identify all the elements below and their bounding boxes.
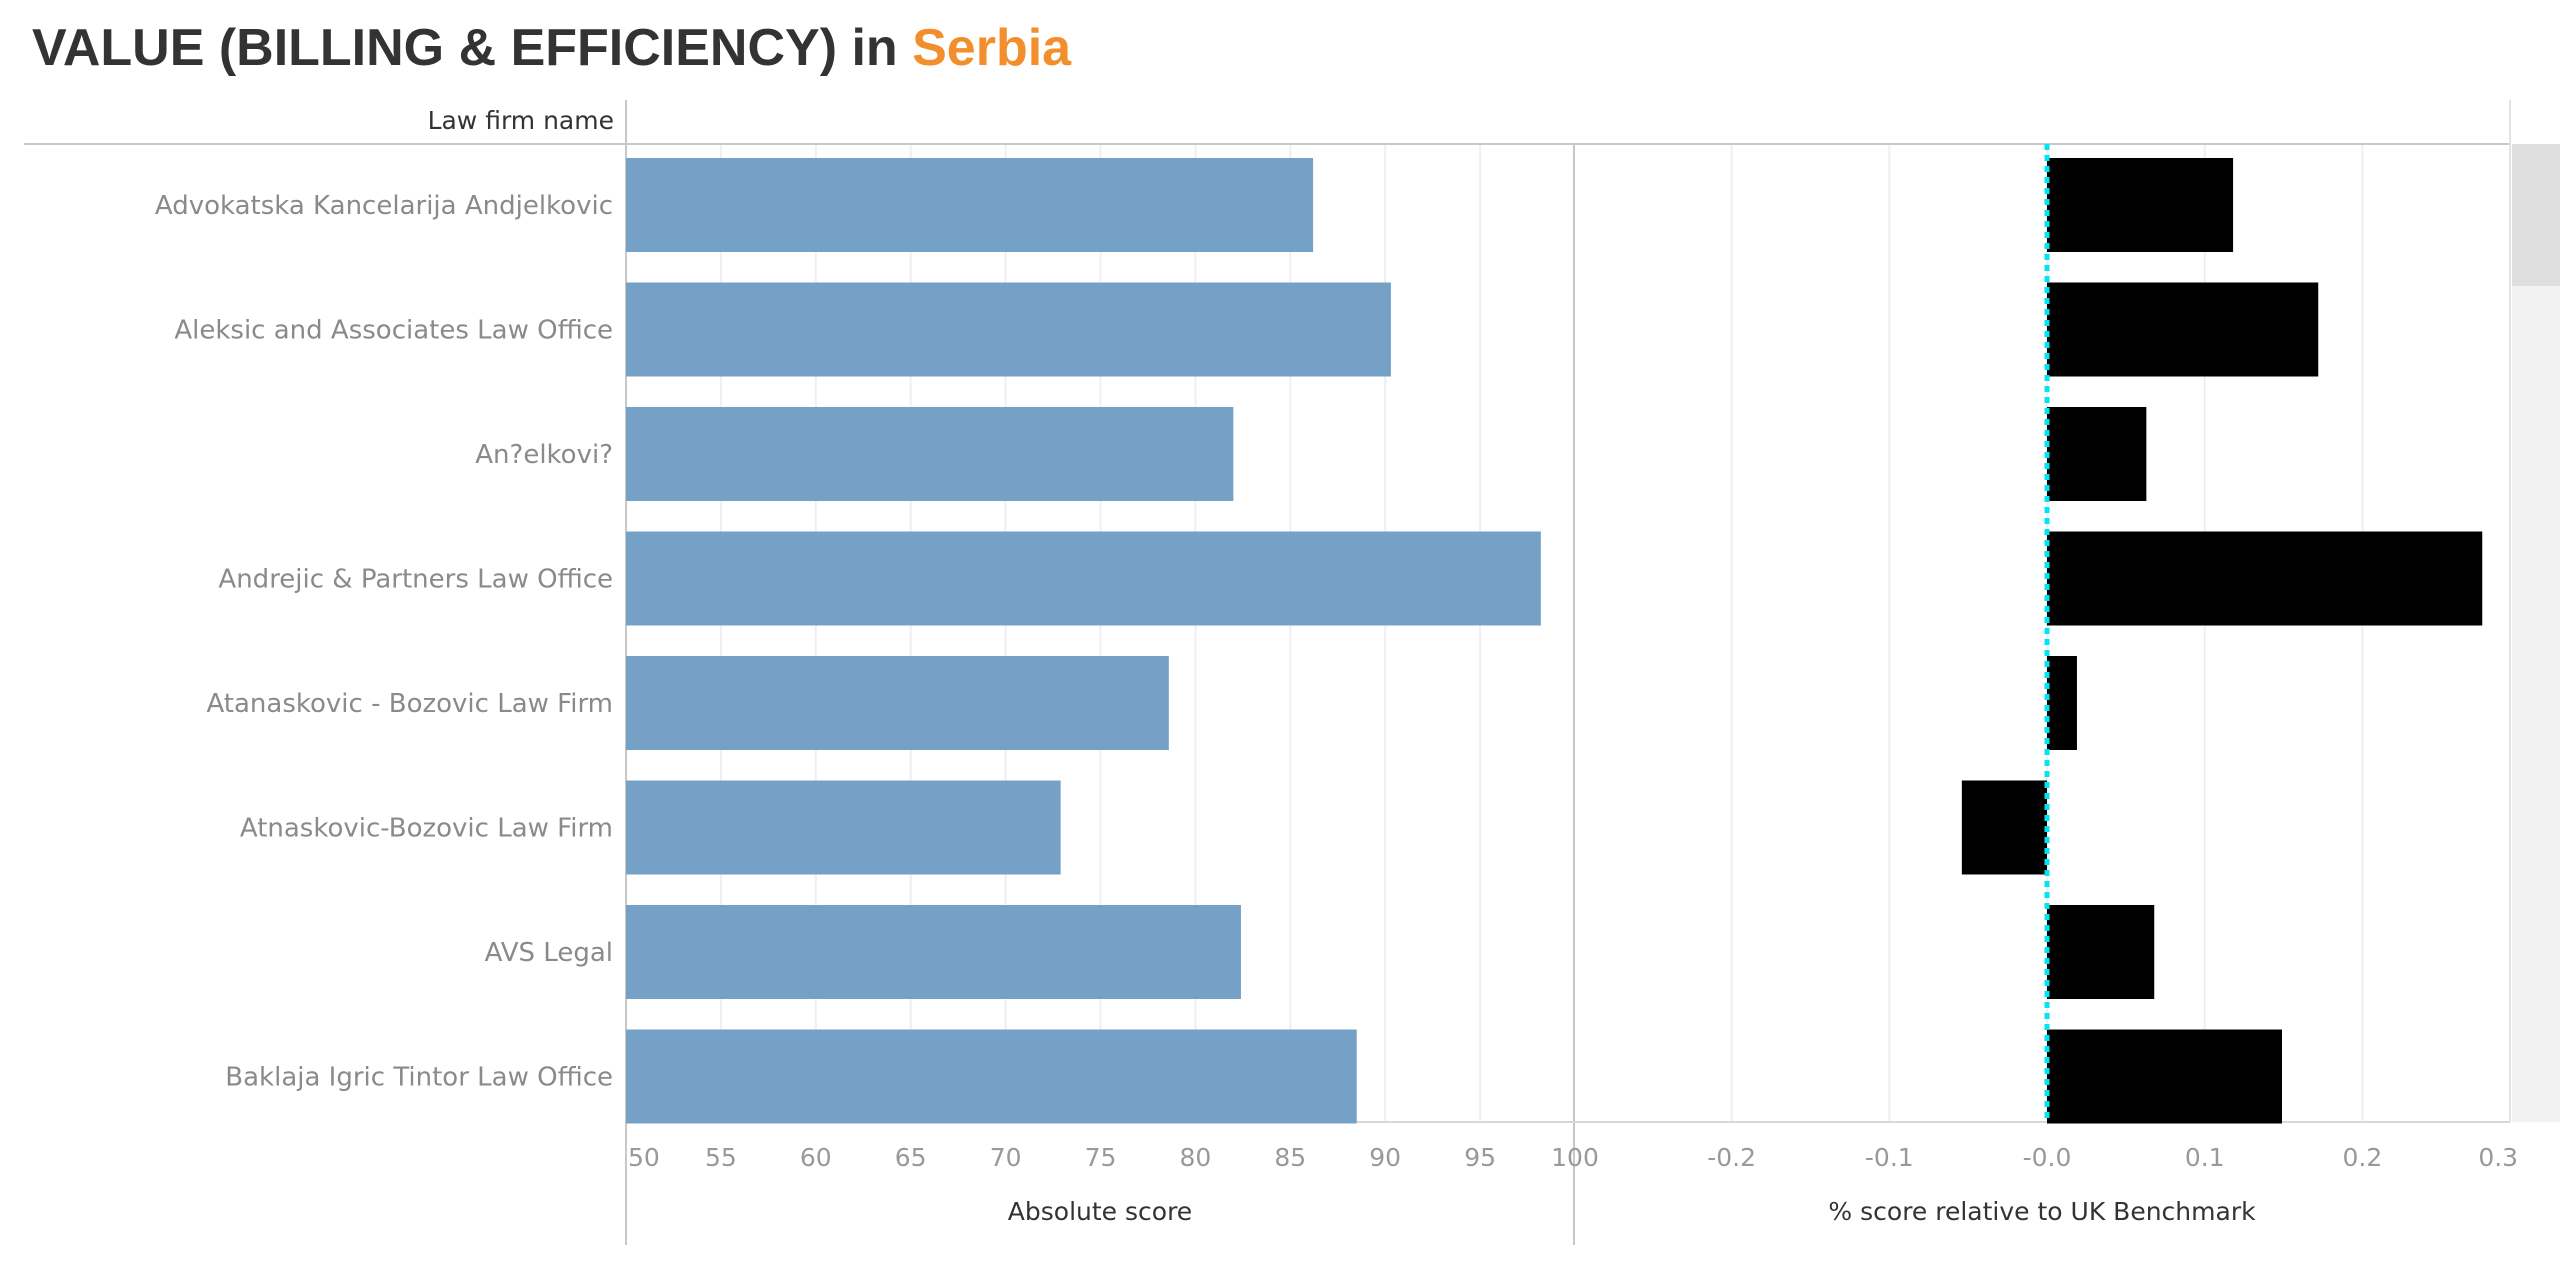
relative-bar[interactable]: [2047, 158, 2234, 252]
bars-layer: [626, 144, 2483, 1124]
page-title: VALUE (BILLING & EFFICIENCY) in Serbia: [32, 18, 1071, 78]
absolute-tick-label: 65: [895, 1143, 927, 1172]
law-firm-name-label: Atnaskovic-Bozovic Law Firm: [240, 814, 613, 844]
relative-tick-label: -0.2: [1707, 1143, 1756, 1172]
law-firm-name-label: Andrejic & Partners Law Office: [218, 565, 613, 595]
absolute-bar[interactable]: [626, 531, 1541, 626]
absolute-bar[interactable]: [626, 407, 1234, 501]
relative-bar[interactable]: [2047, 531, 2483, 626]
law-firm-name-label: Atanaskovic - Bozovic Law Firm: [206, 689, 613, 719]
relative-tick-label: -0.0: [2023, 1143, 2072, 1172]
absolute-bar[interactable]: [626, 780, 1061, 875]
absolute-bar[interactable]: [626, 656, 1169, 750]
relative-bar[interactable]: [2047, 1029, 2282, 1124]
relative-axis-title: % score relative to UK Benchmark: [1828, 1197, 2256, 1226]
absolute-bar[interactable]: [626, 905, 1241, 999]
absolute-tick-label: 100: [1551, 1143, 1599, 1172]
absolute-tick-label: 75: [1085, 1143, 1117, 1172]
relative-tick-label: 0.1: [2185, 1143, 2225, 1172]
law-firm-name-label: Advokatska Kancelarija Andjelkovic: [155, 191, 613, 221]
absolute-tick-label: 95: [1464, 1143, 1496, 1172]
absolute-bar[interactable]: [626, 1029, 1357, 1124]
absolute-tick-label: 60: [800, 1143, 832, 1172]
law-firm-name-label: An?elkovi?: [475, 440, 613, 470]
title-prefix: VALUE (BILLING & EFFICIENCY) in: [32, 19, 913, 77]
tick-labels-layer: 50 55 60 65 70 75 80 85 90 95 100 Absolute score -0.…: [628, 1143, 2518, 1226]
scrollbar-thumb[interactable]: [2512, 144, 2560, 286]
row-labels-layer: Advokatska Kancelarija Andjelkovic Aleksi…: [155, 191, 613, 1093]
absolute-axis-title: Absolute score: [1008, 1197, 1192, 1226]
absolute-tick-label: 70: [990, 1143, 1022, 1172]
absolute-tick-label: 85: [1274, 1143, 1306, 1172]
absolute-bar[interactable]: [626, 282, 1391, 377]
relative-bar[interactable]: [1961, 780, 2047, 875]
scrollbar-track[interactable]: [2512, 144, 2560, 1122]
relative-tick-label: -0.1: [1865, 1143, 1914, 1172]
absolute-tick-label: 80: [1179, 1143, 1211, 1172]
relative-bar[interactable]: [2047, 282, 2319, 377]
relative-tick-label: 0.2: [2343, 1143, 2383, 1172]
absolute-tick-label: 55: [705, 1143, 737, 1172]
scrollbar[interactable]: [2512, 144, 2560, 1122]
law-firm-name-label: AVS Legal: [485, 938, 613, 968]
absolute-tick-label: 50: [628, 1143, 660, 1172]
title-country: Serbia: [912, 19, 1072, 77]
absolute-bar[interactable]: [626, 158, 1314, 252]
relative-bar[interactable]: [2047, 905, 2155, 999]
relative-tick-label: 0.3: [2478, 1143, 2518, 1172]
law-firm-name-label: Baklaja Igric Tintor Law Office: [225, 1063, 613, 1093]
relative-bar[interactable]: [2047, 407, 2147, 501]
absolute-tick-label: 90: [1369, 1143, 1401, 1172]
row-header-label: Law firm name: [427, 106, 614, 135]
relative-bar[interactable]: [2047, 656, 2077, 750]
law-firm-name-label: Aleksic and Associates Law Office: [174, 316, 613, 346]
